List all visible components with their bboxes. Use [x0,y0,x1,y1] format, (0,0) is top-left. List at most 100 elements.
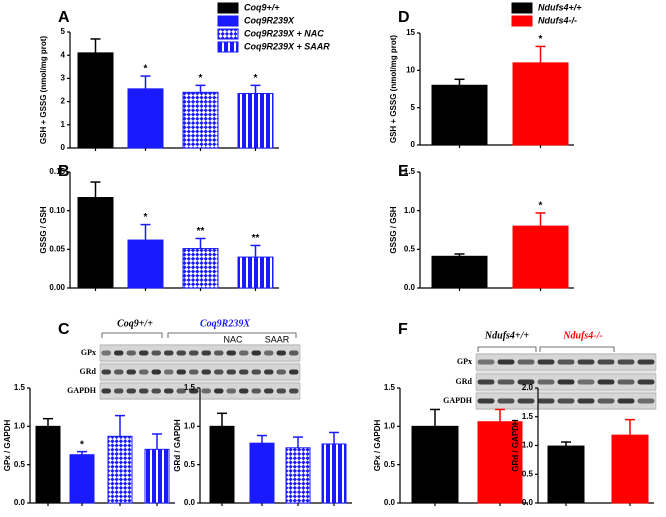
bar [182,91,219,149]
bracket [101,332,298,346]
significance: * [144,64,148,75]
y-axis-label: GPx / GAPDH [373,420,382,472]
blot-band [557,379,575,385]
significance: * [144,212,148,223]
bar [321,443,347,504]
bar [611,434,649,504]
blot-band [189,350,199,356]
y-tick-label: 1.0 [384,421,396,430]
y-tick-label: 5 [61,27,66,36]
blot-band [577,359,595,365]
blot-band [201,350,211,356]
blot-band [251,388,261,394]
y-axis-label: GPx / GAPDH [3,420,12,472]
bar [237,92,274,149]
blot-strip [99,363,301,381]
panel-letter: B [58,163,70,180]
blot-band [617,379,635,385]
blot-band [517,359,535,365]
significance: * [254,73,258,84]
blot-band [577,379,595,385]
y-tick-label: 15 [406,28,415,37]
blot-row: GAPDH [67,386,97,395]
blot-band [497,398,515,404]
blot-band [637,359,655,365]
blot-band [477,398,495,404]
blot-band [497,379,515,385]
blot-band [276,369,286,375]
panel-letter: E [398,163,409,180]
y-tick-label: 0.0 [14,498,26,507]
blot-band [517,379,535,385]
blot-band [239,388,249,394]
bracket [477,346,615,352]
blot-subgroup: NAC [223,334,243,344]
y-tick-label: 3 [61,74,66,83]
y-tick-label: 0.5 [404,244,416,253]
blot-subgroup: SAAR [265,334,290,344]
bar [237,256,274,289]
blot-band [151,388,161,394]
y-tick-label: 1.5 [14,383,26,392]
bar [512,62,569,146]
blot-band [597,359,615,365]
blot-band [214,369,224,375]
legend-label: Coq9R239X + NAC [244,28,324,38]
blot-band [176,388,186,394]
significance: * [539,201,543,212]
blot-band [557,398,575,404]
y-tick-label: 0.0 [384,498,396,507]
significance: * [80,439,84,450]
y-tick-label: 0.0 [184,498,196,507]
blot-band [251,350,261,356]
blot-band [477,379,495,385]
y-tick-label: 0.5 [14,460,26,469]
blot-band [226,369,236,375]
blot-band [214,350,224,356]
blot-band [537,359,555,365]
blot-band [126,350,136,356]
y-tick-label: 1.5 [522,412,534,421]
blot-band [101,350,111,356]
bar [35,425,61,504]
y-axis-label: GSSG / GSH [39,206,48,253]
blot-band [239,369,249,375]
blot-row: GPx [457,357,472,366]
y-tick-label: 0.0 [404,283,416,292]
blot-band [139,350,149,356]
legend-label: Ndufs4+/+ [538,2,582,12]
bar [285,447,311,504]
y-axis-label: GSSG / GSH [389,206,398,253]
blot-band [151,369,161,375]
y-tick-label: 0.5 [384,460,396,469]
significance: ** [197,226,205,237]
legend-swatch [217,15,239,27]
blot-band [201,388,211,394]
blot-band [276,350,286,356]
y-tick-label: 1 [61,120,66,129]
blot-band [557,359,575,365]
legend-swatch [217,28,239,40]
blot-band [537,398,555,404]
panel-letter: F [398,321,408,338]
y-tick-label: 0 [61,143,66,152]
bar [209,425,235,504]
blot-row: GRd [456,377,473,386]
y-tick-label: 0.0 [522,498,534,507]
blot-band [164,350,174,356]
blot-band [226,350,236,356]
bar [77,52,114,149]
blot-band [101,388,111,394]
bar [69,454,95,504]
bar [127,88,164,149]
y-axis-label: GSH + GSSG (nmol/mg prot) [389,35,398,144]
y-tick-label: 2 [61,97,66,106]
blot-band [126,388,136,394]
y-tick-label: 0.00 [49,283,65,292]
y-tick-label: 1.0 [404,206,416,215]
legend-swatch [217,41,239,53]
panel-letter: C [58,321,70,338]
y-tick-label: 1.5 [184,383,196,392]
blot-group: Ndufs4+/+ [484,330,529,341]
